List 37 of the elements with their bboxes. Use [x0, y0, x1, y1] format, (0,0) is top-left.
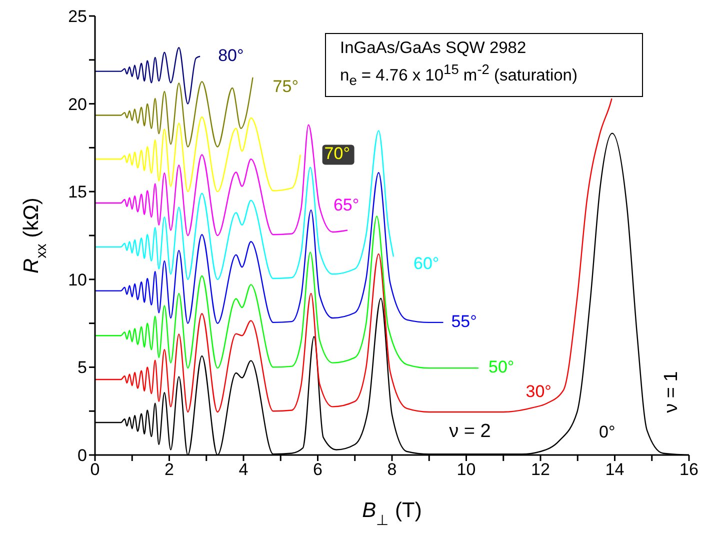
series-label: 60° [413, 254, 440, 274]
x-tick-label: 6 [313, 460, 322, 480]
x-tick-label: 4 [238, 460, 248, 480]
series-label: 75° [272, 76, 298, 96]
x-tick-label: 0 [90, 460, 100, 480]
y-tick-label: 25 [68, 7, 87, 26]
y-tick-label: 10 [68, 270, 87, 290]
y-tick-label: 15 [68, 182, 87, 202]
annotation: ν = 2 [449, 421, 491, 442]
annotation: ν = 1 [661, 371, 682, 413]
annotation: InGaAs/GaAs SQW 2982 [340, 38, 528, 59]
y-tick-label: 0 [78, 446, 87, 466]
x-tick-label: 8 [387, 460, 397, 480]
line-series [95, 116, 301, 192]
x-tick-label: 12 [531, 460, 550, 480]
series-label: 65° [333, 196, 360, 215]
series-label: 80° [218, 46, 244, 65]
line-series [95, 47, 201, 104]
x-tick-label: 2 [164, 460, 174, 480]
x-tick-label: 10 [456, 460, 476, 480]
line-series [95, 76, 254, 148]
line-series [95, 172, 444, 324]
line-series [95, 130, 394, 280]
series-label: 50° [488, 358, 514, 377]
text-box: InGaAs/GaAs SQW 2982 n$_{e}$ = 4.76 x 10$^{15}$ m$^{-2}$ (saturation) [325, 33, 643, 97]
series-label: 0° [599, 422, 616, 442]
line-series [95, 216, 480, 369]
series-label: 70° [324, 144, 350, 164]
series-label: 55° [451, 312, 477, 331]
series-label: 30° [526, 382, 552, 402]
x-axis-title: B$_{⊥}$ (T) [362, 499, 422, 529]
line-series [95, 98, 612, 413]
x-tick-label: 14 [605, 460, 624, 480]
annotation: n$_{e}$ = 4.76 x 10$^{15}$ m$^{-2}$ (saturation) [340, 61, 578, 90]
y-tick-label: 5 [78, 358, 87, 378]
y-tick-label: 20 [68, 94, 87, 114]
x-tick-label: 16 [680, 460, 698, 480]
